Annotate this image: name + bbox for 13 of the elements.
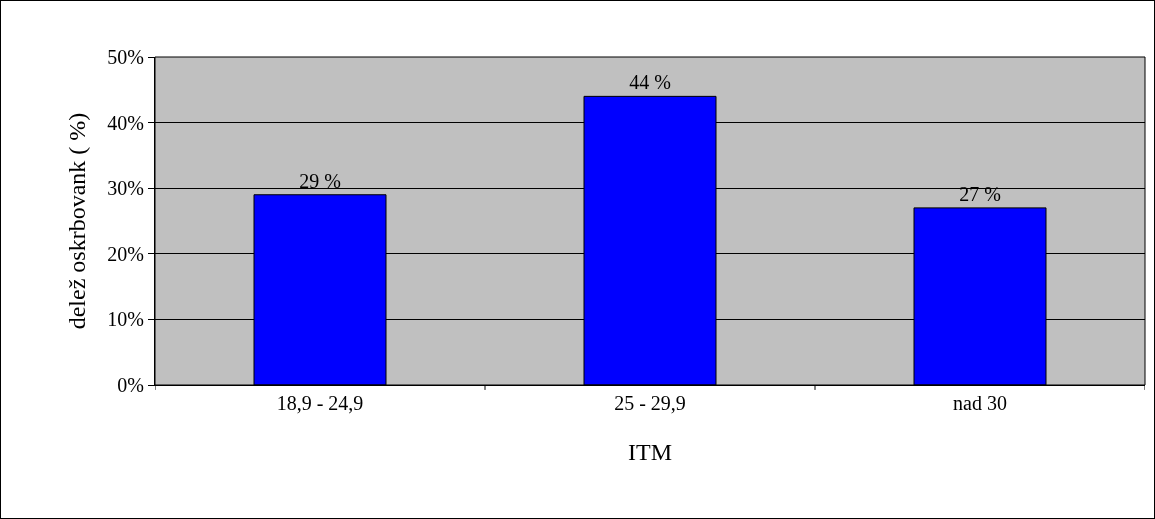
data-label: 29 % <box>299 169 341 192</box>
y-axis-title: delež oskrbovank ( %) <box>64 112 91 330</box>
y-tick-label: 30% <box>107 177 144 200</box>
y-tick-label: 0% <box>117 374 144 396</box>
y-tick-label: 50% <box>107 46 144 68</box>
x-tick-label: 25 - 29,9 <box>614 392 686 414</box>
x-tick-label: nad 30 <box>953 392 1007 414</box>
x-tick-label: 18,9 - 24,9 <box>276 392 364 414</box>
y-tick-label: 10% <box>107 308 144 331</box>
data-label: 44 % <box>629 71 671 94</box>
y-tick-label: 20% <box>107 242 144 265</box>
y-tick-label: 40% <box>107 111 144 134</box>
x-axis-title: ITM <box>628 439 672 466</box>
